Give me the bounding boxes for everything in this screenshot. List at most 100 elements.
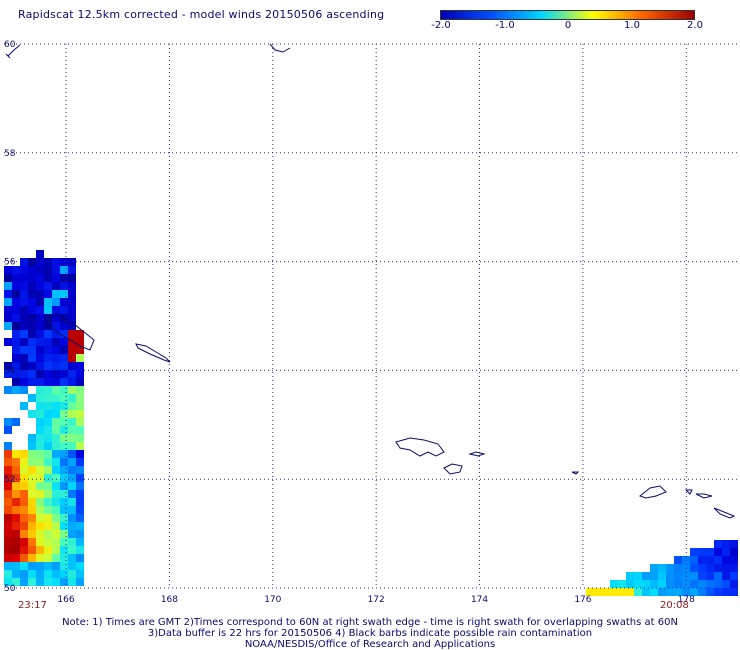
longitude-tick-label: 174 <box>471 595 488 605</box>
swath-cell <box>658 564 666 572</box>
swath-cell <box>12 506 20 514</box>
swath-cell <box>28 546 36 554</box>
swath-cell <box>36 530 44 538</box>
swath-cell <box>60 474 68 482</box>
swath-cell <box>28 266 36 274</box>
swath-cell <box>4 522 12 530</box>
swath-cell <box>4 282 12 290</box>
swath-cell <box>44 386 52 394</box>
swath-cell <box>36 458 44 466</box>
swath-cell <box>20 562 28 570</box>
bering-island <box>47 313 95 351</box>
swath-cell <box>60 458 68 466</box>
swath-cell <box>60 522 68 530</box>
swath-cell <box>20 402 28 410</box>
swath-cell <box>36 570 44 578</box>
swath-cell <box>12 418 20 426</box>
swath-cell <box>28 410 36 418</box>
semichi-islands <box>468 451 486 457</box>
swath-cell <box>36 522 44 530</box>
swath-cell <box>28 282 36 290</box>
swath-cell <box>36 426 44 434</box>
swath-cell <box>52 482 60 490</box>
swath-cell <box>68 274 76 282</box>
swath-cell <box>610 580 618 588</box>
latitude-tick-label: 60 <box>4 40 16 50</box>
latitude-tick-label: 56 <box>4 258 16 268</box>
rat-island-b <box>695 493 713 499</box>
swath-cell <box>12 482 20 490</box>
swath-cell <box>20 298 28 306</box>
swath-cell <box>706 580 714 588</box>
swath-cell <box>44 306 52 314</box>
swath-cell <box>730 540 738 548</box>
amchitka-island <box>713 507 736 519</box>
kamchatka-coast <box>5 44 21 59</box>
swath-cell <box>36 274 44 282</box>
swath-cell <box>52 474 60 482</box>
swath-cell <box>44 450 52 458</box>
swath-cell <box>722 548 730 556</box>
swath-cell <box>60 434 68 442</box>
swath-cell <box>44 298 52 306</box>
swath-cell <box>76 442 84 450</box>
swath-cell <box>28 314 36 322</box>
coast-top <box>269 43 291 53</box>
swath-cell <box>730 572 738 580</box>
swath-cell <box>76 570 84 578</box>
swath-cell <box>44 370 52 378</box>
swath-cell <box>44 290 52 298</box>
swath-cell <box>60 330 68 338</box>
swath-cell <box>714 540 722 548</box>
swath-cell <box>36 554 44 562</box>
swath-cell <box>4 474 12 482</box>
swath-cell <box>28 274 36 282</box>
swath-cell <box>4 306 12 314</box>
swath-cell <box>36 266 44 274</box>
swath-cell <box>60 530 68 538</box>
swath-cell <box>20 498 28 506</box>
swath-cell <box>12 450 20 458</box>
swath-cell <box>36 290 44 298</box>
swath-cell <box>586 588 594 596</box>
swath-cell <box>44 266 52 274</box>
swath-cell <box>36 546 44 554</box>
swath-cell <box>28 562 36 570</box>
swath-cell <box>76 330 84 338</box>
swath-cell <box>4 322 12 330</box>
swath-cell <box>28 434 36 442</box>
swath-cell <box>4 450 12 458</box>
swath-cell <box>44 410 52 418</box>
swath-cell <box>706 588 714 596</box>
swath-cell <box>4 266 12 274</box>
swath-cell <box>12 530 20 538</box>
swath-cell <box>12 522 20 530</box>
swath-cell <box>44 570 52 578</box>
swath-cell <box>52 458 60 466</box>
swath-cell <box>44 418 52 426</box>
swath-cell <box>4 426 12 434</box>
swath-cell <box>12 378 20 386</box>
swath-cell <box>650 588 658 596</box>
swath-cell <box>52 402 60 410</box>
swath-cell <box>28 482 36 490</box>
swath-cell <box>674 588 682 596</box>
swath-cell <box>52 282 60 290</box>
swath-cell <box>76 498 84 506</box>
swath-cell <box>698 580 706 588</box>
swath-cell <box>60 578 68 586</box>
swath-cell <box>698 564 706 572</box>
swath-cell <box>20 554 28 562</box>
swath-cell <box>52 354 60 362</box>
latitude-tick-label: 52 <box>4 475 15 485</box>
swath-cell <box>44 466 52 474</box>
swath-cell <box>52 418 60 426</box>
swath-cell <box>20 362 28 370</box>
swath-cell <box>44 338 52 346</box>
swath-cell <box>28 514 36 522</box>
swath-cell <box>68 554 76 562</box>
swath-cell <box>36 378 44 386</box>
rat-island-a <box>684 489 693 495</box>
swath-cell <box>12 338 20 346</box>
swath-cell <box>20 466 28 474</box>
